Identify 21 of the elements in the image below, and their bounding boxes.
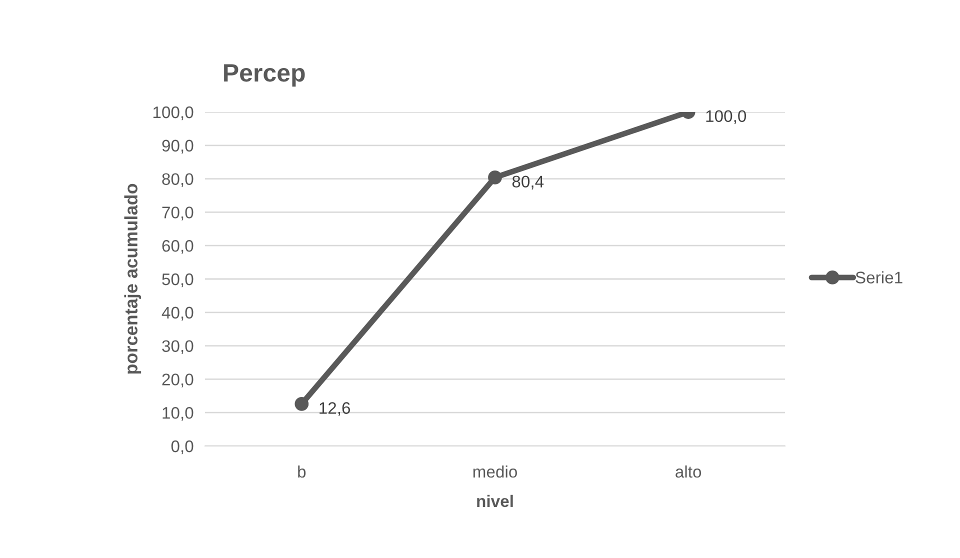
y-tick-label: 90,0 (162, 140, 194, 154)
y-tick-label: 60,0 (162, 240, 194, 254)
y-tick-label: 10,0 (162, 407, 194, 421)
y-tick-label: 100,0 (153, 106, 194, 120)
y-tick-label: 70,0 (162, 206, 194, 220)
x-tick-label: alto (676, 465, 702, 478)
y-tick-label: 50,0 (162, 273, 194, 288)
y-tick-label: 40,0 (162, 306, 194, 321)
x-axis-title: nivel (477, 494, 513, 508)
data-label: 80,4 (512, 176, 544, 190)
legend-label: Serie1 (856, 271, 902, 284)
data-label: 100,0 (706, 110, 746, 124)
x-tick-label: medio (473, 465, 517, 478)
y-tick-label: 80,0 (162, 173, 194, 187)
y-tick-label: 30,0 (162, 340, 194, 354)
y-axis-title: porcentaje acumulado (124, 184, 142, 374)
chart-title: Percep (224, 64, 305, 87)
data-label: 12,6 (320, 402, 350, 416)
x-tick-label: b (298, 465, 306, 478)
y-tick-label: 0,0 (171, 440, 194, 454)
y-tick-label: 20,0 (162, 374, 194, 388)
